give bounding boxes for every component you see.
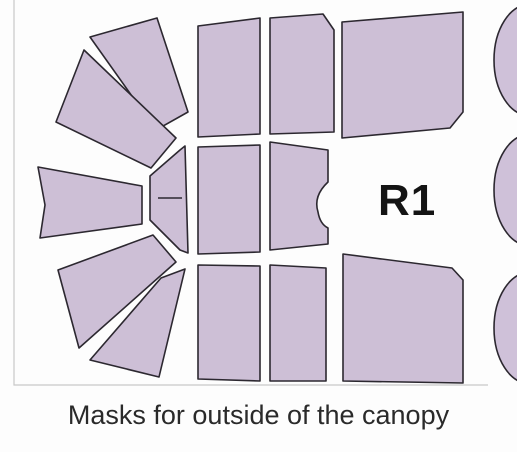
mask-top-panel-2 [269, 13, 335, 135]
sheet-border [13, 0, 488, 386]
mask-wheel-bottom [493, 274, 517, 382]
mask-wheel-middle [493, 136, 517, 244]
mask-fan-upper [55, 49, 177, 169]
mask-fan-middle-left [37, 166, 143, 239]
mask-wheel-top [493, 6, 517, 114]
mask-top-panel-3 [341, 11, 464, 139]
mask-bottom-panel-2 [269, 264, 327, 382]
mask-fan-bottom [89, 268, 186, 378]
mask-top-panel-1 [197, 17, 261, 138]
mask-mid-panel-1 [197, 144, 261, 255]
mask-bottom-panel-1 [197, 264, 261, 382]
mask-mid-panel-2 [269, 141, 329, 251]
caption: Masks for outside of the canopy [67, 400, 450, 430]
sheet-code-label: R1 [378, 176, 437, 225]
mask-hub [149, 145, 189, 254]
mask-bottom-panel-3 [342, 253, 464, 384]
mask-fan-lower [57, 234, 177, 349]
